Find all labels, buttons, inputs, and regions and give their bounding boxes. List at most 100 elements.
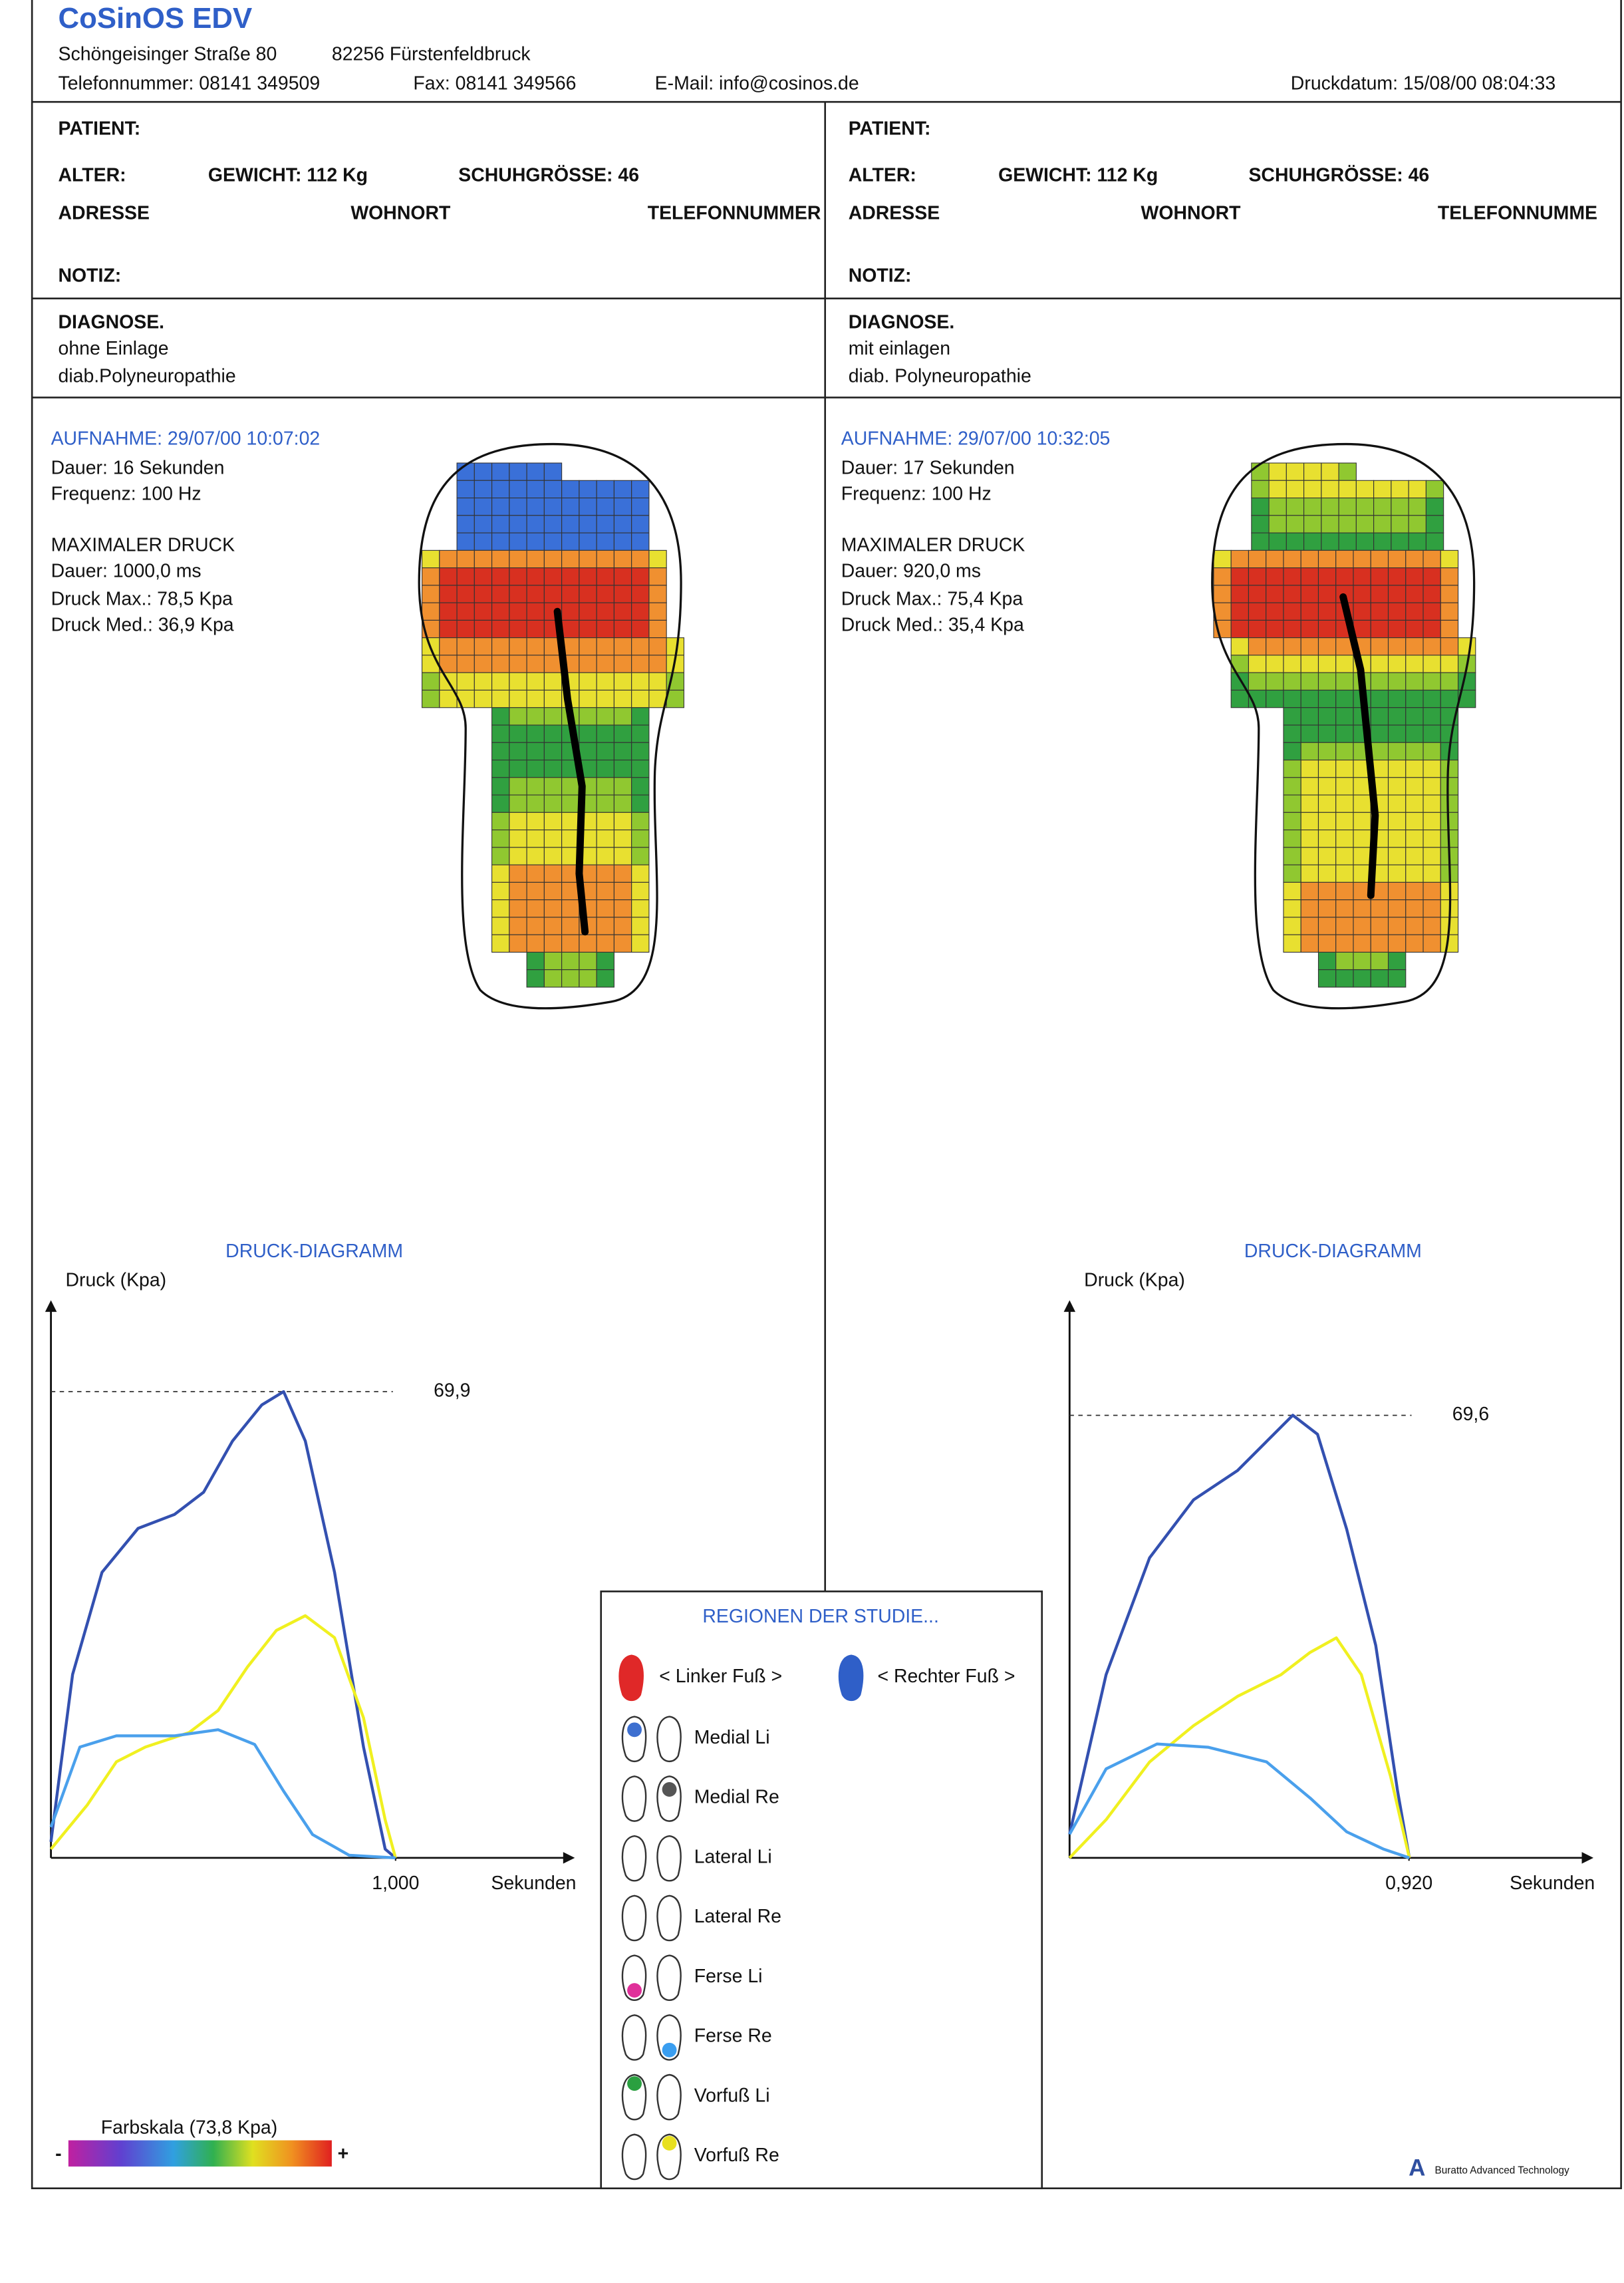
panel-text: Frequenz: 100 Hz [841,484,992,505]
heat-cell [596,742,614,761]
heat-cell [509,724,527,743]
heat-cell [1268,462,1287,481]
heat-cell [543,549,563,569]
heat-cell [509,515,527,533]
heat-cell [1387,951,1407,971]
pressure-path [1339,593,1379,899]
heat-cell [1230,567,1249,586]
heat-cell [526,498,545,516]
panel-text: Druck Med.: 35,4 Kpa [841,615,1024,636]
color-scale-bar [68,2140,332,2167]
heat-cell [1283,794,1301,813]
heat-cell [1283,637,1301,656]
heat-cell [648,672,667,691]
heat-cell [1338,462,1357,481]
heat-cell [1422,759,1441,778]
heat-cell [491,498,510,516]
heat-cell [648,655,667,673]
heat-cell [1321,480,1339,499]
heat-cell [491,707,510,726]
heat-cell [1458,637,1476,656]
panel-text: MAXIMALER DRUCK [51,534,235,555]
heat-cell [596,515,614,533]
heat-cell [1422,934,1441,953]
heat-cell [1300,567,1319,586]
heat-cell [1422,672,1441,691]
heat-cell [1353,567,1371,586]
heat-cell [526,462,545,481]
heat-cell [509,742,527,761]
heat-cell [1251,515,1270,533]
foot-icon [656,1895,682,1942]
heat-cell [631,515,650,533]
heat-cell [1283,655,1301,673]
heat-cell [1213,585,1232,603]
panel-text: SCHUHGRÖSSE: 46 [458,164,639,186]
heat-cell [509,917,527,935]
heat-cell [474,515,493,533]
heat-cell [1370,742,1389,761]
heat-cell [1300,742,1319,761]
foot-icon [621,1835,647,1882]
heat-cell [631,672,650,691]
heat-cell [579,532,597,551]
heat-cell [1317,585,1337,603]
panel-text: DIAGNOSE. [59,311,165,333]
heat-cell [1387,864,1407,883]
heat-cell [631,934,650,953]
heat-cell [1458,672,1476,691]
heat-cell [596,830,614,848]
heat-cell [631,498,650,516]
heat-cell [1387,707,1407,726]
heat-cell [509,689,527,708]
heat-cell [491,742,510,761]
heat-cell [596,899,614,918]
heat-cell [1335,655,1354,673]
heat-cell [474,585,493,603]
legend-label: Medial Re [694,1787,779,1808]
heat-cell [1405,864,1424,883]
heat-cell [526,602,545,621]
heat-cell [509,549,527,569]
heat-cell [1300,637,1319,656]
heat-cell [1335,899,1354,918]
heat-cell [456,515,475,533]
heat-cell [509,480,527,499]
heat-cell [1387,759,1407,778]
heat-cell [1422,847,1441,865]
heat-cell [1355,532,1375,551]
heat-cell [1405,724,1424,743]
heat-cell [543,462,563,481]
heat-cell [631,480,650,499]
heat-cell [456,549,475,569]
heat-cell [526,655,545,673]
panel-text: ADRESSE [59,202,150,224]
heat-cell [543,480,563,499]
heat-cell [1422,637,1441,656]
heat-cell [509,602,527,621]
heat-cell [1303,532,1322,551]
chart-title: DRUCK-DIAGRAMM [225,1241,403,1262]
heat-cell [456,585,475,603]
heat-cell [1300,689,1319,708]
heat-cell [491,847,510,865]
heat-cell [596,619,614,639]
heat-cell [1283,672,1301,691]
heat-cell [579,585,597,603]
heat-cell [1370,567,1389,586]
heat-cell [613,724,632,743]
heat-cell [561,619,580,639]
heat-cell [456,567,475,586]
heat-cell [1335,881,1354,901]
heat-cell [1283,549,1301,569]
heat-cell [1248,602,1267,621]
heat-cell [1440,934,1459,953]
heat-cell [1317,672,1337,691]
heat-cell [1405,847,1424,865]
heat-cell [1317,864,1337,883]
legend-label: < Linker Fuß > [659,1666,782,1687]
heat-cell [579,480,597,499]
heat-cell [1387,777,1407,796]
heat-cell [1353,777,1371,796]
heat-cell [509,847,527,865]
